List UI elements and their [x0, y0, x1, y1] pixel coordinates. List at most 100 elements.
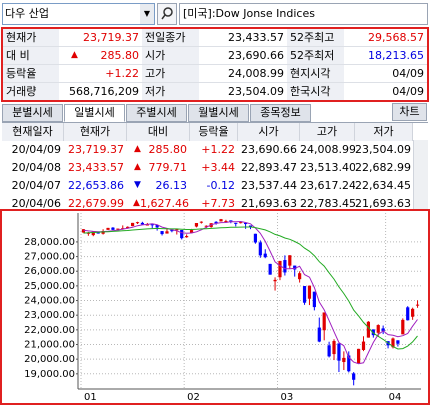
- candle-body: [391, 338, 395, 348]
- candle-body: [224, 221, 228, 223]
- quote-label: 대 비: [3, 47, 59, 65]
- rate-cell: -0.12: [206, 179, 235, 192]
- candle-body: [135, 222, 140, 224]
- button-frame: [157, 3, 177, 25]
- price-cell: 21,693.63: [241, 197, 297, 210]
- quote-value: 04/09: [344, 83, 427, 100]
- change-sign: ▲: [133, 198, 140, 208]
- candle-body: [180, 229, 184, 239]
- candle-body: [116, 228, 120, 230]
- candle-body: [160, 231, 164, 235]
- candle-body: [327, 345, 331, 357]
- quote-label: 저가: [142, 83, 199, 100]
- candle-body: [81, 229, 86, 233]
- candle-body: [130, 222, 135, 227]
- candle-body: [248, 225, 253, 228]
- candle-body: [234, 222, 238, 224]
- tab[interactable]: 일별시세: [64, 104, 125, 122]
- chart-button[interactable]: 차트: [392, 103, 427, 121]
- candle-body: [415, 304, 420, 306]
- candle-body: [406, 307, 410, 321]
- daily-table: 현재일자 현재가 대비 등락율 시가 고가 저가 20/04/09 23,719.37 ▲ 285.…: [2, 122, 428, 212]
- quote-label: 고가: [142, 65, 199, 83]
- quote-label: 현재가: [3, 29, 59, 47]
- tab[interactable]: 분별시세: [2, 104, 63, 122]
- rate-cell: +3.44: [201, 161, 235, 174]
- price-cell: 23,504.09: [355, 143, 411, 156]
- candle-body: [253, 233, 258, 243]
- quote-label: 현지시각: [287, 65, 344, 83]
- candle-body: [371, 329, 375, 336]
- quote-label: 52주최저: [287, 47, 344, 65]
- moving-average-line: [83, 220, 418, 365]
- candle-body: [111, 227, 115, 230]
- quote-value: 23,504.09: [199, 83, 287, 100]
- quote-value: 29,568.57: [344, 29, 427, 47]
- change-sign: ▲: [71, 50, 78, 60]
- candle-body: [145, 224, 149, 226]
- candle-body: [170, 230, 174, 232]
- candle-body: [214, 221, 218, 224]
- tab[interactable]: 종목정보: [250, 104, 311, 122]
- x-tick-label: 03: [281, 392, 294, 403]
- tab[interactable]: 월별시세: [188, 104, 249, 122]
- candle-body: [189, 230, 194, 234]
- candle-body: [258, 242, 262, 256]
- y-tick-label: 24,000.00: [24, 296, 75, 307]
- candle-body: [337, 343, 341, 361]
- column-header: 현재일자: [2, 123, 64, 141]
- candle-body: [307, 285, 312, 299]
- y-tick-label: 19,000.00: [24, 369, 75, 380]
- quote-label: 시가: [142, 47, 199, 65]
- scrollbar[interactable]: [413, 140, 428, 210]
- candle-body: [219, 219, 223, 222]
- quote-value: +1.22: [59, 65, 142, 83]
- search-button[interactable]: [157, 3, 177, 25]
- x-tick-label: 02: [187, 392, 200, 403]
- candle-body: [352, 373, 356, 380]
- change-sign: ▲: [134, 144, 141, 154]
- y-tick-label: 25,000.00: [24, 281, 75, 292]
- date-cell: 20/04/09: [11, 143, 61, 156]
- column-header: 시가: [238, 123, 300, 141]
- candle-body: [293, 265, 297, 270]
- candle-body: [322, 312, 326, 331]
- change-cell: 285.80: [148, 143, 188, 156]
- candle-body: [283, 260, 287, 273]
- quote-value: 18,213.65: [344, 47, 427, 65]
- magnifier-handle: [161, 14, 166, 20]
- search-text: 다우 산업: [5, 7, 49, 20]
- column-header: 등락율: [190, 123, 238, 141]
- quote-label: 거래량: [3, 83, 59, 100]
- quote-label: 등락율: [3, 65, 59, 83]
- date-cell: 20/04/08: [11, 161, 61, 174]
- candle-body: [278, 260, 282, 278]
- magnifier: [163, 7, 173, 17]
- column-header: 현재가: [64, 123, 127, 141]
- rate-cell: +1.22: [201, 143, 235, 156]
- tab-bar: 분별시세 일별시세 주별시세 월별시세 종목정보 차트: [0, 103, 430, 122]
- column-header: 저가: [355, 123, 413, 141]
- quote-value: 24,008.99: [199, 65, 287, 83]
- candle-body: [140, 222, 145, 225]
- candle-body: [204, 225, 208, 227]
- price-cell: 22,682.99: [355, 161, 411, 174]
- price-cell: 22,679.99: [68, 197, 124, 210]
- candle-body: [243, 222, 248, 225]
- quote-value: 23,433.57: [199, 29, 287, 47]
- price-cell: 23,433.57: [68, 161, 124, 174]
- price-cell: 22,893.47: [241, 161, 297, 174]
- candle-body: [396, 340, 400, 344]
- tab[interactable]: 주별시세: [126, 104, 187, 122]
- candle-body: [302, 286, 307, 303]
- candle-body: [361, 341, 366, 350]
- x-tick-label: 04: [389, 392, 402, 403]
- price-cell: 22,783.45: [300, 197, 355, 210]
- quote-value: 285.80: [59, 47, 142, 65]
- dropdown-button[interactable]: ▼: [140, 4, 154, 24]
- change-sign: ▲: [134, 162, 141, 172]
- date-cell: 20/04/07: [11, 179, 61, 192]
- search-box[interactable]: [2, 3, 155, 25]
- candle-body: [273, 279, 277, 282]
